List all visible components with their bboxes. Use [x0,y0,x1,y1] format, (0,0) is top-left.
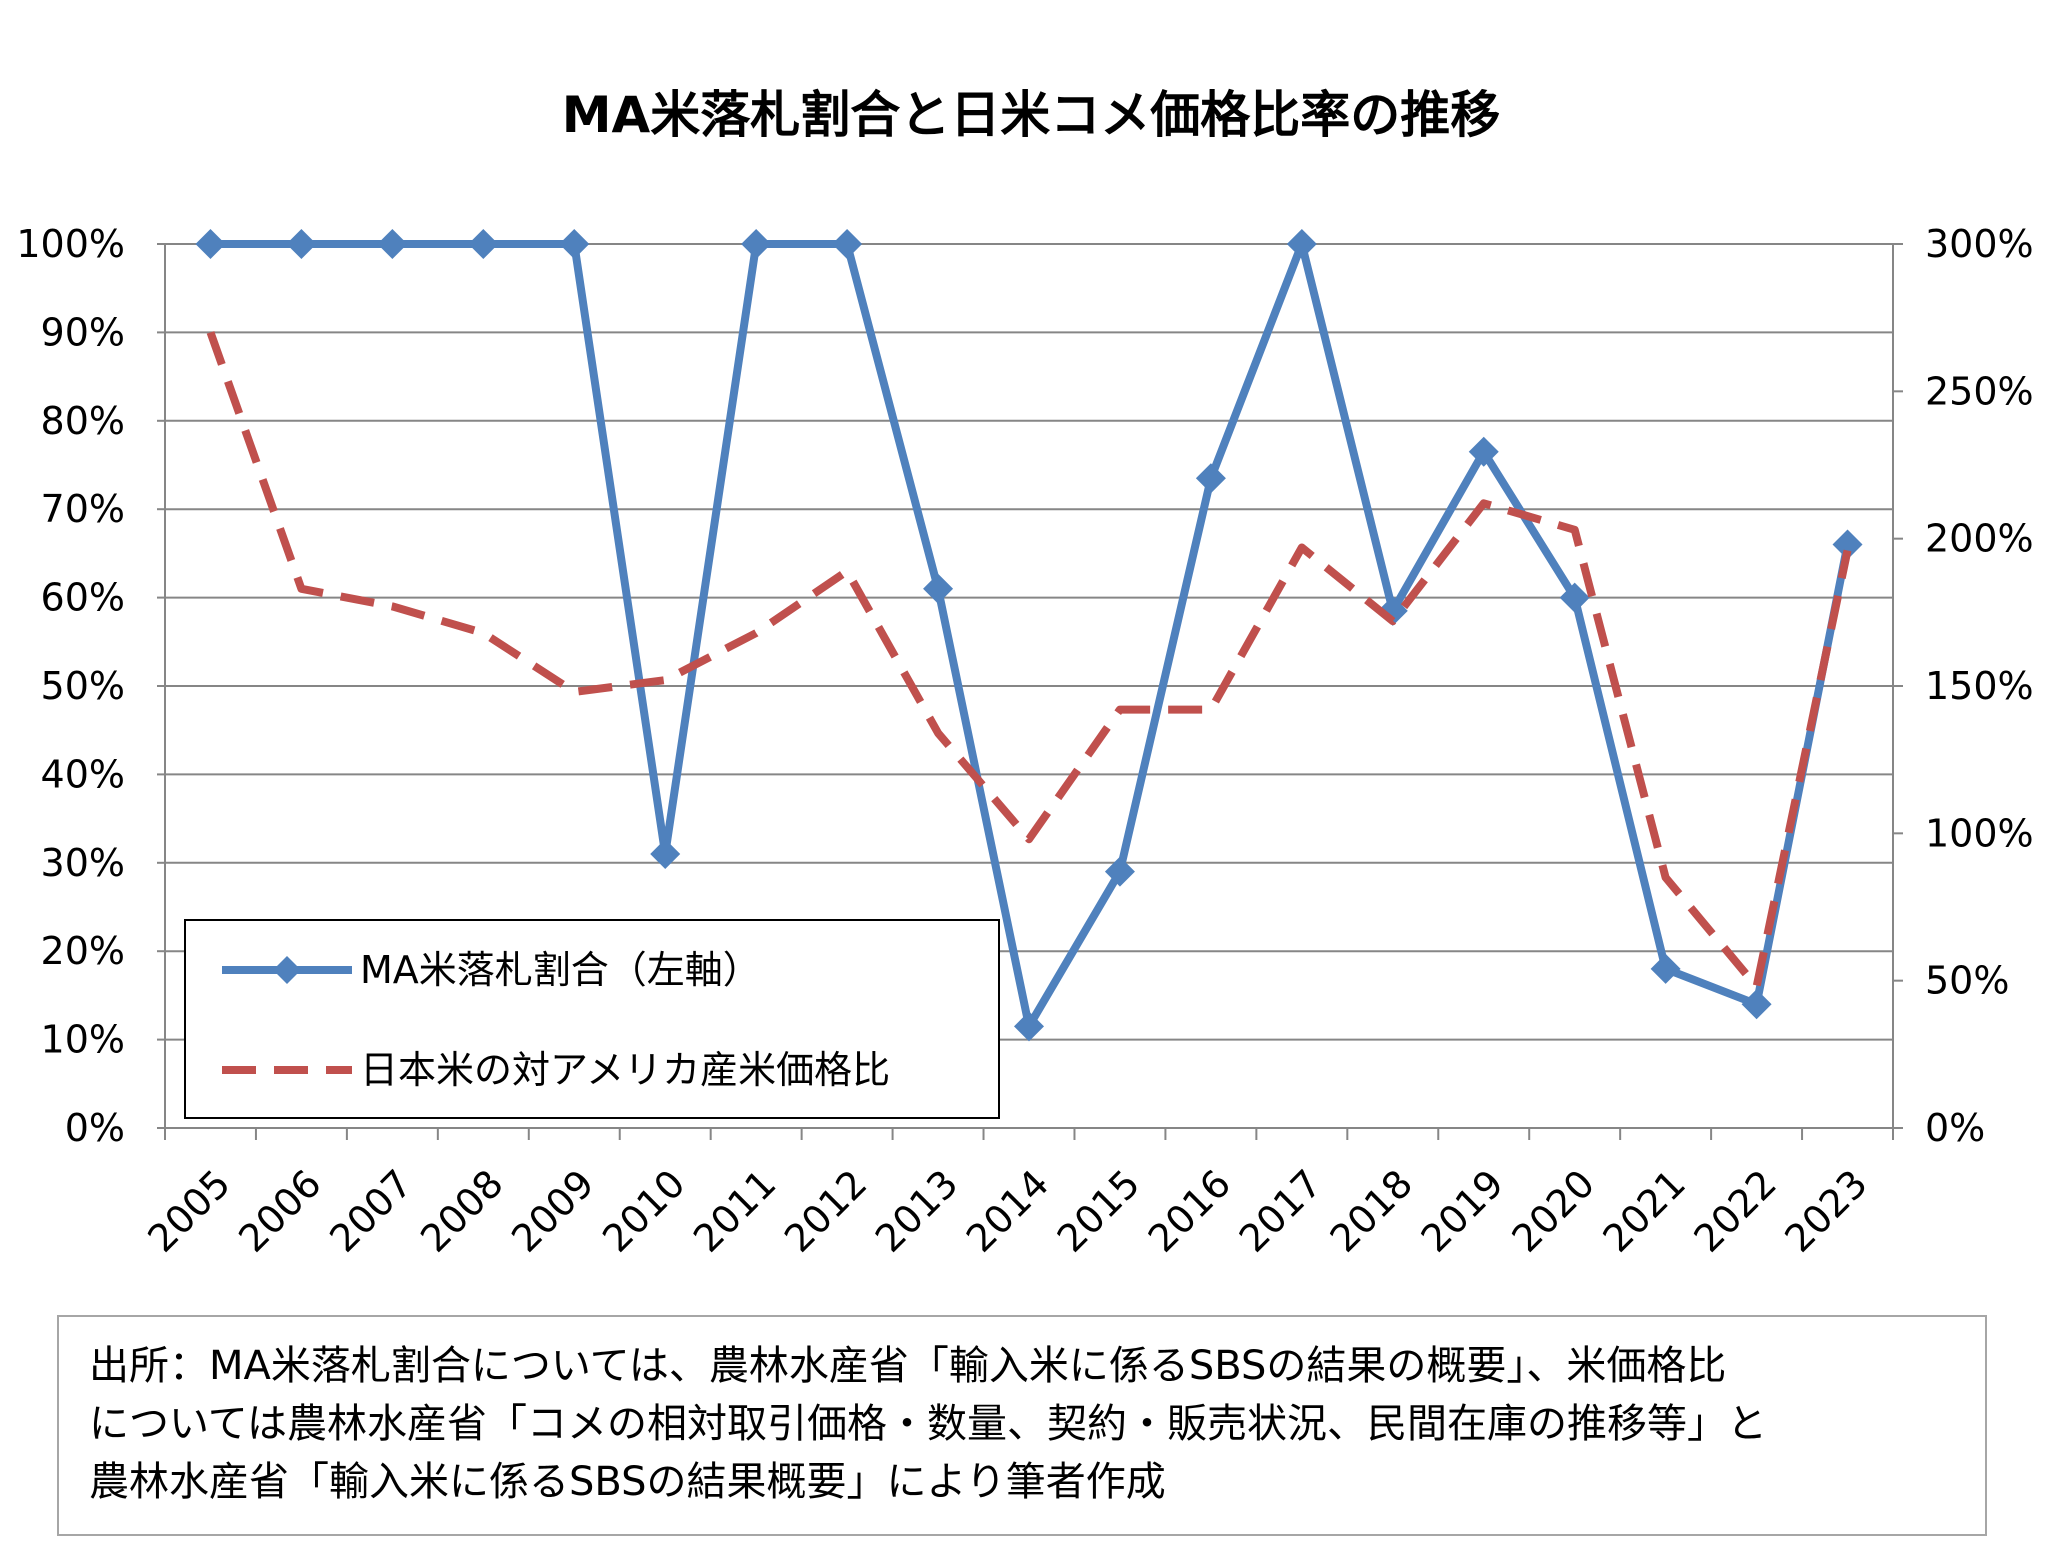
left-axis-tick-label: 90% [41,310,125,354]
x-axis-tick-label: 2008 [412,1161,512,1261]
series-layer [195,229,1863,1042]
x-axis-tick-label: 2017 [1231,1161,1331,1261]
x-axis-tick-label: 2015 [1049,1161,1149,1261]
x-axis-tick-label: 2009 [503,1161,603,1261]
ma-ratio-point [1195,463,1226,494]
x-axis-tick-label: 2018 [1322,1161,1422,1261]
left-axis-tick-label: 70% [41,487,125,531]
ma-ratio-point [559,229,590,259]
right-axis-tick-label: 0% [1925,1106,1985,1150]
x-axis-tick-label: 2022 [1685,1161,1785,1261]
price-ratio-line [206,331,1852,991]
ma-ratio-point [377,229,408,259]
right-axis-tick-label: 150% [1925,664,2034,708]
ma-ratio-point [468,229,499,259]
x-axis-tick-label: 2019 [1413,1161,1513,1261]
ma-ratio-point [741,229,772,259]
x-axis-tick-label: 2007 [321,1161,421,1261]
source-line: については農林水産省「コメの相対取引価格・数量、契約・販売状況、民間在庫の推移等… [89,1401,1767,1447]
left-axis-tick-label: 10% [41,1018,125,1062]
left-axis-tick-label: 20% [41,929,125,973]
ma-ratio-point [923,573,954,604]
left-axis-tick-label: 60% [41,576,125,620]
legend-label-ma: MA米落札割合（左軸） [360,948,761,992]
legend-box [184,919,1000,1119]
ma-ratio-point [832,229,863,259]
x-axis-tick-label: 2011 [685,1161,785,1261]
x-axis-tick-label: 2021 [1594,1161,1694,1261]
right-axis-tick-label: 100% [1925,811,2034,855]
x-axis-tick-label: 2023 [1776,1161,1876,1261]
ma-ratio-point [1559,582,1590,613]
right-axis-tick-label: 250% [1925,369,2034,413]
ma-ratio-point [1741,989,1772,1020]
right-axis-tick-label: 50% [1925,959,2009,1003]
ma-ratio-point [1014,1011,1044,1042]
left-axis-tick-label: 30% [41,841,125,885]
left-axis-tick-label: 0% [65,1106,125,1150]
x-axis-tick-label: 2012 [776,1161,876,1261]
x-axis-tick-label: 2016 [1140,1161,1240,1261]
ma-ratio-point [1832,529,1863,560]
legend-label-price-ratio: 日本米の対アメリカ産米価格比 [360,1048,890,1092]
source-line: 出所：MA米落札割合については、農林水産省「輸入米に係るSBSの結果の概要」、米… [89,1343,1727,1389]
chart-title: MA米落札割合と日米コメ価格比率の推移 [562,86,1500,144]
right-axis-tick-label: 200% [1925,517,2034,561]
left-axis-tick-label: 50% [41,664,125,708]
ma-ratio-point [650,838,681,869]
legend-marker-diamond [273,956,301,984]
x-axis-tick-label: 2013 [867,1161,967,1261]
source-line: 農林水産省「輸入米に係るSBSの結果概要」により筆者作成 [89,1459,1166,1505]
x-axis-tick-label: 2010 [594,1161,694,1261]
source-note: 出所：MA米落札割合については、農林水産省「輸入米に係るSBSの結果の概要」、米… [57,1315,1987,1536]
left-axis-tick-label: 80% [41,399,125,443]
left-axis-tick-label: 100% [16,222,125,266]
ma-ratio-point [1468,436,1499,467]
ma-ratio-point [1286,229,1317,259]
x-axis-tick-label: 2020 [1504,1161,1604,1261]
left-axis-tick-label: 40% [41,752,125,796]
axes [157,243,1903,1140]
x-axis-tick-label: 2006 [230,1161,330,1261]
x-axis-tick-label: 2014 [958,1161,1058,1261]
legend: MA米落札割合（左軸） 日本米の対アメリカ産米価格比 [184,919,1000,1119]
ma-ratio-point [1104,856,1135,887]
right-axis-tick-label: 300% [1925,222,2034,266]
ma-ratio-point [286,229,317,259]
ma-ratio-point [195,229,226,259]
x-axis-tick-label: 2005 [139,1161,239,1261]
grid-lines [165,243,1893,1041]
ma-ratio-point [1650,953,1681,984]
